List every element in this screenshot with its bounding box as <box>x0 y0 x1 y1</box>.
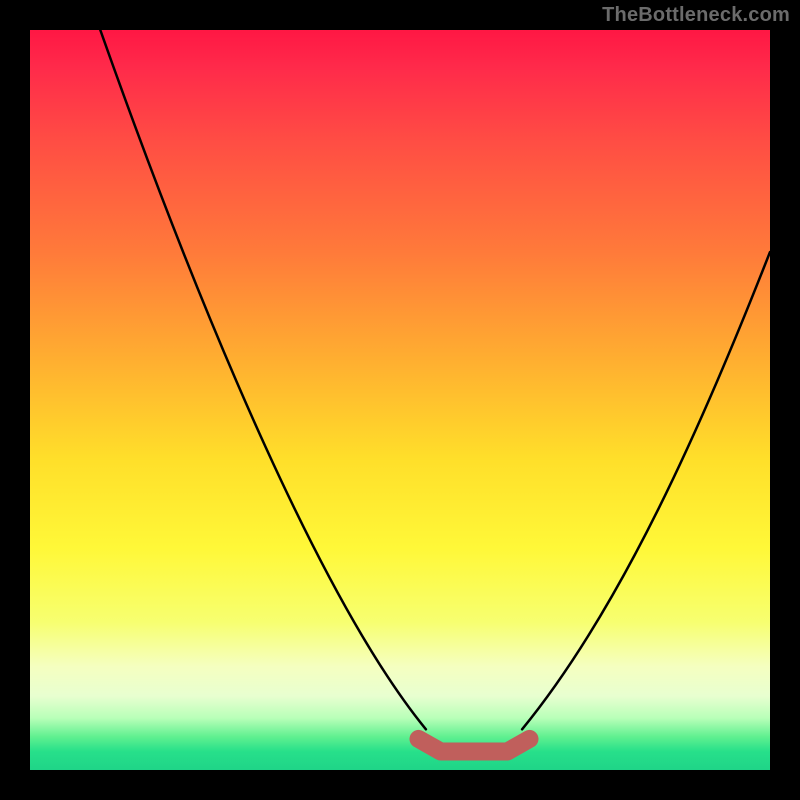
chart-svg <box>0 0 800 800</box>
watermark-text: TheBottleneck.com <box>602 4 790 27</box>
chart-stage: TheBottleneck.com <box>0 0 800 800</box>
